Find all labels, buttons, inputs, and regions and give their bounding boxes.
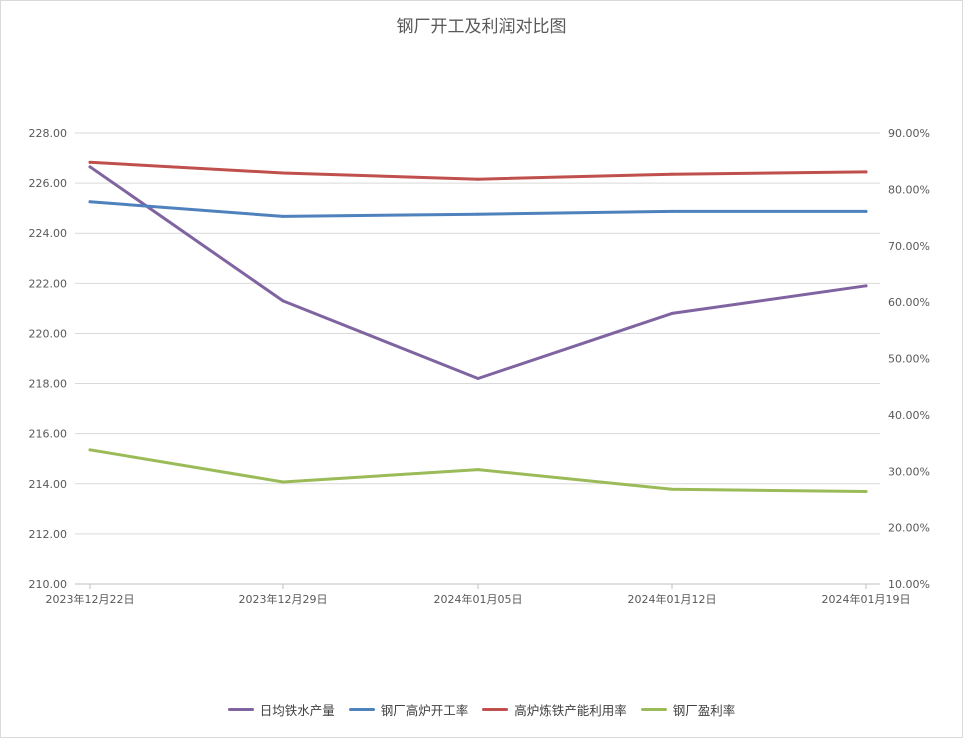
legend-item: 钢厂高炉开工率	[348, 700, 469, 719]
chart-title: 钢厂开工及利润对比图	[396, 17, 567, 37]
y-right-tick-label: 40.00%	[888, 409, 930, 422]
y-left-tick-label: 212.00	[29, 528, 68, 541]
data-point	[476, 212, 480, 216]
x-tick-label: 2024年01月19日	[822, 592, 911, 606]
legend-label: 高炉炼铁产能利用率	[514, 703, 627, 718]
legend-swatch	[482, 708, 509, 711]
y-left-tick-label: 216.00	[29, 428, 68, 441]
data-point	[88, 448, 92, 452]
data-point	[670, 311, 674, 315]
x-tick-label: 2024年01月05日	[434, 592, 523, 606]
series-line	[88, 160, 868, 181]
data-point	[281, 299, 285, 303]
y-right-tick-label: 50.00%	[888, 353, 930, 366]
legend-item: 日均铁水产量	[227, 700, 335, 719]
data-point	[88, 160, 92, 164]
chart-legend: 日均铁水产量 钢厂高炉开工率 高炉炼铁产能利用率 钢厂盈利率	[0, 700, 963, 719]
x-tick-label: 2023年12月22日	[46, 592, 135, 606]
y-right-tick-label: 60.00%	[888, 296, 930, 309]
data-point	[670, 172, 674, 176]
y-right-tick-label: 80.00%	[888, 183, 930, 196]
legend-label: 日均铁水产量	[259, 703, 335, 718]
legend-swatch	[227, 708, 254, 711]
legend-label: 钢厂盈利率	[672, 703, 736, 718]
y-right-tick-label: 20.00%	[888, 522, 930, 535]
legend-item: 钢厂盈利率	[640, 700, 736, 719]
y-right-tick-label: 30.00%	[888, 465, 930, 478]
data-point	[281, 171, 285, 175]
data-point	[476, 177, 480, 181]
data-point	[476, 377, 480, 381]
x-tick-label: 2023年12月29日	[239, 592, 328, 606]
data-point	[281, 480, 285, 484]
y-left-tick-label: 210.00	[29, 578, 68, 591]
data-point	[670, 487, 674, 491]
data-point	[88, 200, 92, 204]
data-point	[864, 490, 868, 494]
data-point	[281, 214, 285, 218]
y-left-tick-label: 224.00	[29, 227, 68, 240]
y-left-tick-label: 218.00	[29, 378, 68, 391]
x-tick-label: 2024年01月12日	[628, 592, 717, 606]
legend-swatch	[348, 708, 375, 711]
legend-swatch	[640, 708, 667, 711]
data-point	[864, 170, 868, 174]
legend-item: 高炉炼铁产能利用率	[482, 700, 627, 719]
data-point	[670, 209, 674, 213]
y-left-tick-label: 220.00	[29, 327, 68, 340]
data-point	[864, 209, 868, 213]
y-right-tick-label: 90.00%	[888, 127, 930, 140]
data-point	[88, 165, 92, 169]
y-left-tick-label: 214.00	[29, 478, 68, 491]
data-point	[476, 468, 480, 472]
y-left-tick-label: 228.00	[29, 127, 68, 140]
y-left-tick-label: 222.00	[29, 277, 68, 290]
y-right-tick-label: 10.00%	[888, 578, 930, 591]
legend-label: 钢厂高炉开工率	[380, 703, 469, 718]
series-line	[88, 165, 868, 380]
data-point	[864, 284, 868, 288]
y-left-tick-label: 226.00	[29, 177, 68, 190]
y-right-tick-label: 70.00%	[888, 240, 930, 253]
